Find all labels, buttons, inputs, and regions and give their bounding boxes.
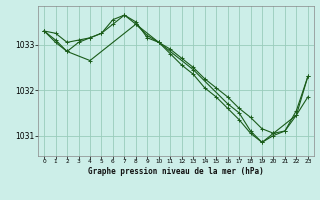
X-axis label: Graphe pression niveau de la mer (hPa): Graphe pression niveau de la mer (hPa)	[88, 167, 264, 176]
